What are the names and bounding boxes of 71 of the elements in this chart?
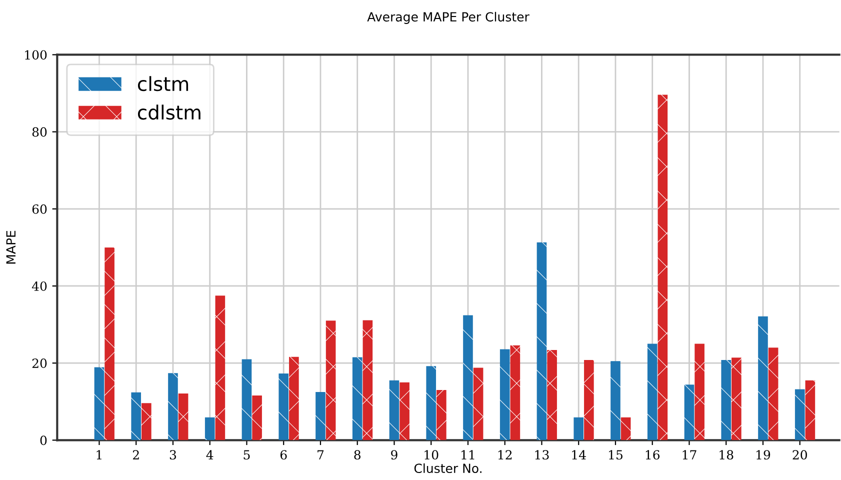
bar: [426, 366, 436, 440]
y-tick-label: 60: [32, 204, 47, 214]
bar: [805, 380, 816, 440]
bar: [178, 394, 188, 440]
y-tick-label: 100: [25, 50, 47, 60]
x-tick-label: 11: [462, 450, 474, 460]
x-tick-label: 9: [391, 450, 398, 460]
bar: [142, 403, 152, 440]
bar: [94, 367, 104, 440]
bar: [326, 320, 336, 440]
bar: [204, 417, 215, 440]
bar: [389, 380, 400, 440]
bar: [721, 360, 732, 440]
x-tick-label: 12: [498, 450, 512, 460]
x-axis-title: Cluster No.: [414, 463, 482, 474]
x-tick-label: 16: [646, 450, 660, 460]
legend-label: cdlstm: [138, 104, 200, 120]
legend-label: clstm: [138, 76, 188, 92]
bar: [131, 392, 142, 440]
bar: [620, 417, 631, 440]
bar: [758, 316, 768, 440]
bar: [289, 356, 299, 440]
bar: [316, 392, 326, 440]
bar: [168, 373, 178, 440]
bar: [400, 382, 410, 440]
bar: [794, 389, 805, 440]
bar: [510, 345, 520, 440]
x-tick-label: 7: [318, 450, 324, 460]
bar: [252, 395, 262, 440]
y-axis-title: MAPE: [6, 230, 16, 264]
x-tick-label: 14: [572, 450, 586, 460]
y-tick-label: 80: [32, 127, 47, 137]
x-tick-label: 5: [244, 450, 250, 460]
bar: [215, 296, 226, 440]
bar: [500, 349, 510, 440]
y-tick-label: 0: [40, 436, 47, 446]
x-tick-label: 3: [170, 450, 176, 460]
bar: [352, 357, 362, 440]
bar: [584, 360, 594, 440]
y-tick-label: 40: [32, 281, 47, 291]
bar: [574, 417, 584, 440]
chart-title: Average MAPE Per Cluster: [367, 12, 530, 24]
x-tick-label: 2: [132, 450, 139, 460]
x-tick-label: 8: [354, 450, 360, 460]
bar: [547, 350, 557, 440]
bar: [242, 359, 252, 440]
x-tick-label: 6: [280, 450, 287, 460]
bar: [647, 344, 658, 440]
bar: [463, 315, 473, 440]
x-tick-label: 10: [424, 450, 438, 460]
bar: [436, 390, 446, 440]
bar: [104, 247, 114, 440]
bar: [536, 242, 547, 440]
bar: [694, 344, 704, 440]
bar: [278, 373, 289, 440]
bar: [610, 361, 620, 440]
bar: [732, 358, 742, 440]
y-tick-label: 20: [32, 358, 47, 368]
x-tick-label: 1: [96, 450, 102, 460]
x-tick-label: 4: [206, 450, 214, 460]
x-tick-label: 19: [756, 450, 770, 460]
x-tick-label: 18: [720, 450, 734, 460]
x-tick-label: 13: [535, 450, 549, 460]
x-tick-label: 15: [609, 450, 622, 460]
bar: [658, 94, 668, 440]
bar: [473, 368, 484, 440]
bar: [684, 384, 694, 440]
bar: [768, 348, 778, 440]
bar: [362, 320, 373, 440]
x-tick-label: 17: [682, 450, 696, 460]
x-tick-label: 20: [792, 450, 807, 460]
